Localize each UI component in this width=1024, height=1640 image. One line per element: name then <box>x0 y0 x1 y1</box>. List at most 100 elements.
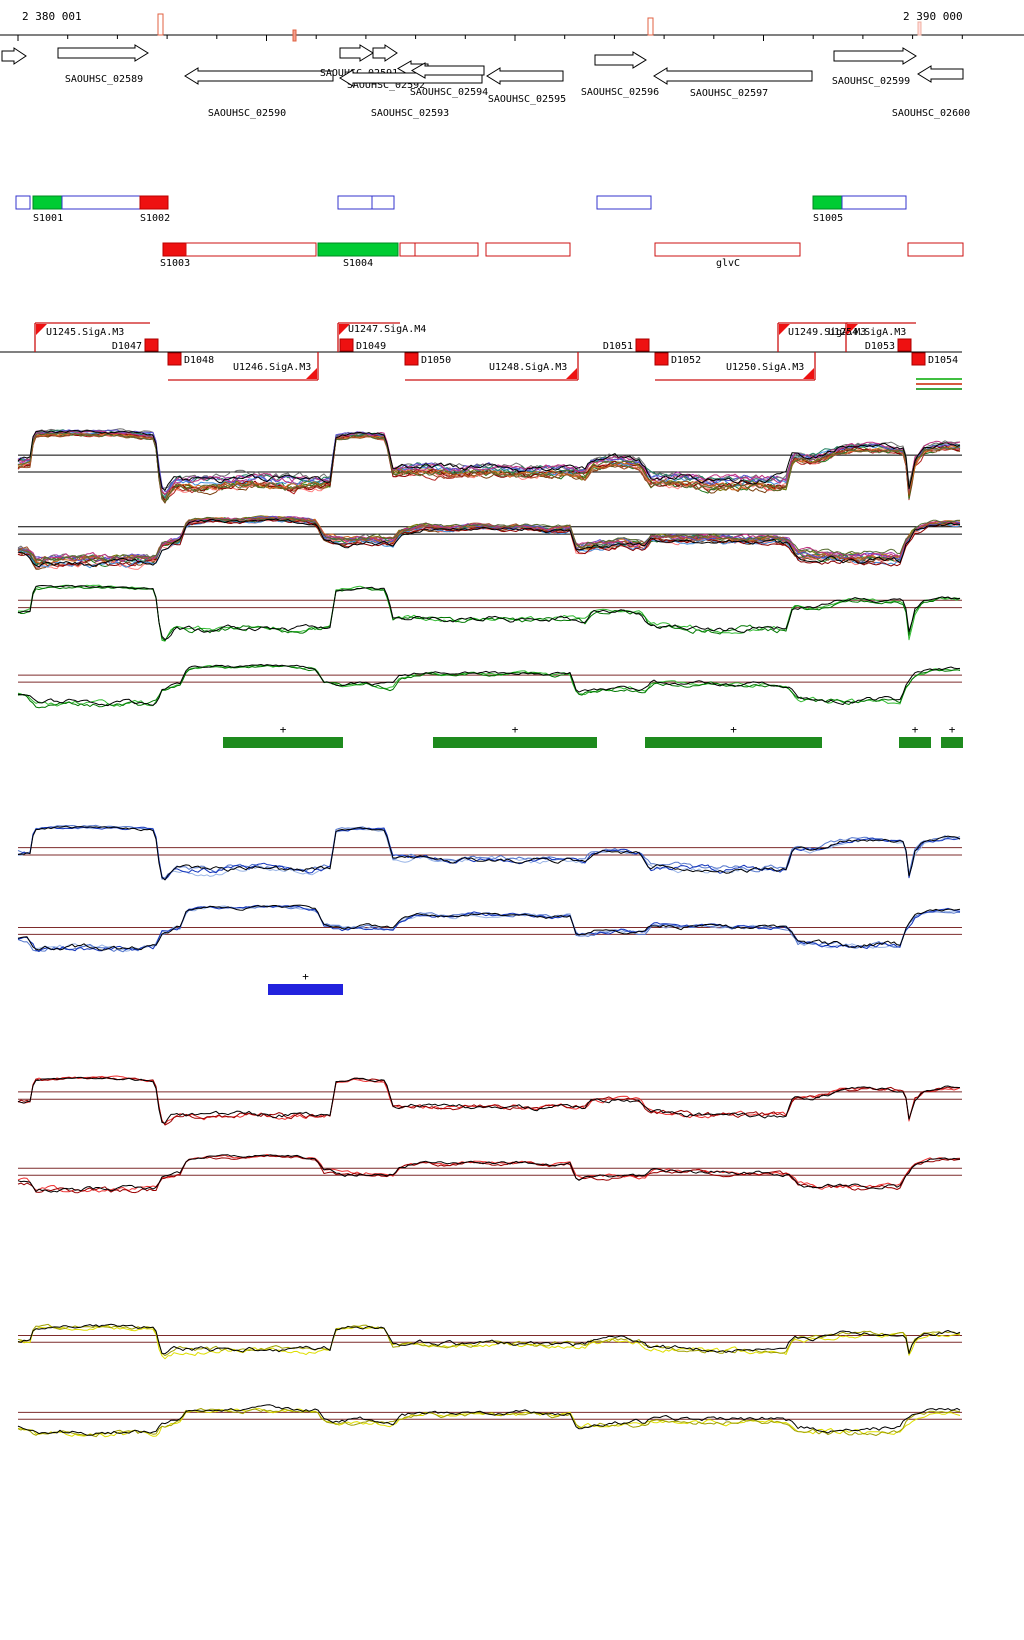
d-segment-label: D1053 <box>865 341 895 352</box>
d-segment-box[interactable] <box>144 338 159 352</box>
d-segment-box[interactable] <box>167 352 182 366</box>
d-segment-label: D1052 <box>671 355 701 366</box>
segment-box[interactable] <box>907 242 964 257</box>
tu-flag[interactable] <box>339 324 350 335</box>
segment-label: S1005 <box>813 213 843 224</box>
coverage-bar[interactable] <box>941 737 963 748</box>
segment-label: S1001 <box>33 213 63 224</box>
coverage-bar[interactable] <box>268 984 343 995</box>
signal-line-condition-green-minus <box>17 664 961 709</box>
signal-line-condition-blue-plus <box>17 825 961 881</box>
gene-arrow[interactable] <box>57 44 149 62</box>
plus-mark: + <box>302 970 309 983</box>
segment-box[interactable] <box>61 195 147 210</box>
d-segment-label: D1048 <box>184 355 214 366</box>
segment-box[interactable] <box>185 242 317 257</box>
signal-line-condition-green-minus <box>17 664 961 707</box>
segment-label: glvC <box>716 258 740 269</box>
signal-line-condition-yellow-plus <box>17 1323 961 1355</box>
signal-line-condition-yellow-minus <box>17 1404 961 1436</box>
segment-label: S1004 <box>343 258 373 269</box>
tu-flag[interactable] <box>566 368 577 379</box>
segment-box[interactable] <box>399 242 416 257</box>
segment-box[interactable] <box>485 242 571 257</box>
tu-flag[interactable] <box>779 324 790 335</box>
coverage-bar[interactable] <box>645 737 822 748</box>
plus-mark: + <box>512 723 519 736</box>
tu-label: U1254.SigA.M3 <box>828 327 906 338</box>
signal-line-condition-red-plus <box>17 1076 961 1124</box>
d-segment-box[interactable] <box>339 338 354 352</box>
segment-box[interactable] <box>596 195 652 210</box>
segment-box[interactable] <box>841 195 907 210</box>
plus-mark: + <box>730 723 737 736</box>
gene-arrow[interactable] <box>339 44 374 62</box>
segment-box[interactable] <box>32 195 63 210</box>
signal-line-all-conditions-minus <box>17 518 961 568</box>
signal-line-condition-yellow-plus <box>17 1325 961 1360</box>
segment-box[interactable] <box>812 195 843 210</box>
segment-box[interactable] <box>414 242 479 257</box>
tu-flag[interactable] <box>803 368 814 379</box>
segment-box[interactable] <box>15 195 31 210</box>
signal-line-condition-red-minus <box>17 1154 960 1193</box>
d-segment-label: D1050 <box>421 355 451 366</box>
gene-arrow[interactable] <box>653 67 813 85</box>
d-segment-label: D1047 <box>112 341 142 352</box>
gene-label: SAOUHSC_02600 <box>892 108 970 119</box>
tu-label: U1245.SigA.M3 <box>46 327 124 338</box>
d-segment-box[interactable] <box>404 352 419 366</box>
gene-arrow[interactable] <box>184 67 334 85</box>
tu-flag[interactable] <box>36 324 47 335</box>
d-segment-box[interactable] <box>635 338 650 352</box>
coverage-bar[interactable] <box>433 737 597 748</box>
gene-label: SAOUHSC_02592 <box>347 80 425 91</box>
signal-line-condition-red-plus <box>17 1076 961 1126</box>
signal-line-all-conditions-minus <box>17 516 961 562</box>
gene-label: SAOUHSC_02596 <box>581 87 659 98</box>
d-segment-label: D1049 <box>356 341 386 352</box>
gene-arrow[interactable] <box>486 67 564 85</box>
gene-arrow[interactable] <box>372 44 398 62</box>
segment-box[interactable] <box>654 242 801 257</box>
coverage-bar[interactable] <box>223 737 343 748</box>
ruler-mark <box>647 17 654 36</box>
segment-box[interactable] <box>139 195 169 210</box>
segment-box[interactable] <box>371 195 395 210</box>
segment-box[interactable] <box>317 242 399 257</box>
tu-label: U1247.SigA.M4 <box>348 324 426 335</box>
tu-label: U1250.SigA.M3 <box>726 362 804 373</box>
d-segment-box[interactable] <box>911 352 926 366</box>
gene-arrow[interactable] <box>594 51 647 69</box>
tu-label: U1248.SigA.M3 <box>489 362 567 373</box>
d-segment-box[interactable] <box>654 352 669 366</box>
d-segment-label: D1054 <box>928 355 958 366</box>
signal-line-all-conditions-plus <box>17 433 961 496</box>
coverage-bar[interactable] <box>899 737 931 748</box>
signal-line-condition-yellow-minus <box>17 1408 960 1438</box>
signal-line-all-conditions-plus <box>17 430 961 491</box>
segment-box[interactable] <box>337 195 373 210</box>
gene-arrow[interactable] <box>1 47 27 65</box>
signal-line-condition-blue-plus <box>18 826 961 879</box>
signal-line-condition-green-plus <box>17 584 961 642</box>
plus-mark: + <box>280 723 287 736</box>
d-segment-label: D1051 <box>603 341 633 352</box>
gene-label: SAOUHSC_02589 <box>65 74 143 85</box>
gene-arrow[interactable] <box>833 47 917 65</box>
gene-label: SAOUHSC_02599 <box>832 76 910 87</box>
signal-line-condition-blue-plus <box>17 826 961 881</box>
signal-line-condition-blue-minus <box>17 904 961 952</box>
tu-label: U1249.SigA.M3 <box>788 327 866 338</box>
signal-line-condition-green-plus <box>17 585 961 640</box>
tu-flag[interactable] <box>306 368 317 379</box>
signal-line-condition-red-plus <box>17 1075 961 1125</box>
gene-arrow[interactable] <box>917 65 964 83</box>
signal-line-all-conditions-plus <box>17 432 961 503</box>
segment-box[interactable] <box>162 242 187 257</box>
d-segment-box[interactable] <box>897 338 912 352</box>
tu-flag[interactable] <box>847 324 858 335</box>
gene-arrow[interactable] <box>410 62 485 79</box>
gene-label: SAOUHSC_02594 <box>410 87 488 98</box>
